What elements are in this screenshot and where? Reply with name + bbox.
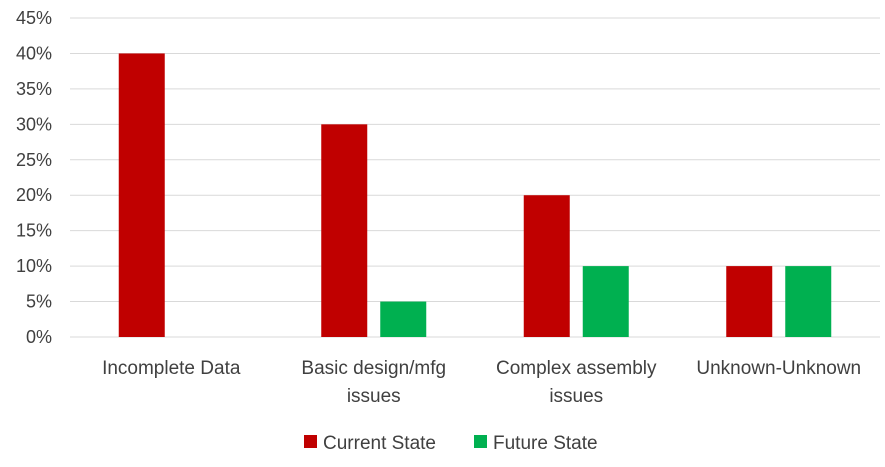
y-axis-tick-labels: 0% 5% 10% 15% 20% 25% 30% 35% 40% 45%	[16, 8, 52, 347]
bar-current-state	[726, 266, 773, 337]
x-category-label: Incomplete Data	[102, 358, 241, 379]
x-category-label: issues	[347, 386, 401, 407]
gridlines	[70, 17, 880, 338]
bar-future-state	[582, 266, 629, 337]
x-category-label: Complex assembly	[496, 358, 657, 379]
y-tick-label: 5%	[26, 292, 52, 312]
x-category-label: Unknown-Unknown	[696, 358, 861, 379]
legend: Current State Future State	[304, 433, 598, 454]
bar-future-state	[785, 266, 832, 337]
legend-label: Current State	[323, 433, 436, 454]
y-tick-label: 10%	[16, 256, 52, 276]
y-tick-label: 45%	[16, 8, 52, 28]
y-tick-label: 35%	[16, 79, 52, 99]
y-tick-label: 15%	[16, 221, 52, 241]
bar-future-state	[380, 301, 427, 337]
legend-label: Future State	[493, 433, 598, 454]
legend-swatch	[474, 435, 487, 448]
bar-current-state	[321, 124, 368, 337]
x-category-label: Basic design/mfg	[301, 358, 446, 379]
x-category-label: issues	[549, 386, 603, 407]
y-tick-label: 20%	[16, 185, 52, 205]
bar-current-state	[523, 195, 570, 337]
legend-swatch	[304, 435, 317, 448]
y-tick-label: 0%	[26, 327, 52, 347]
y-tick-label: 30%	[16, 114, 52, 134]
bar-current-state	[118, 53, 165, 337]
x-axis-category-labels: Incomplete Data Basic design/mfg issues Com…	[102, 358, 861, 407]
bars	[118, 53, 832, 337]
y-tick-label: 40%	[16, 43, 52, 63]
y-tick-label: 25%	[16, 150, 52, 170]
